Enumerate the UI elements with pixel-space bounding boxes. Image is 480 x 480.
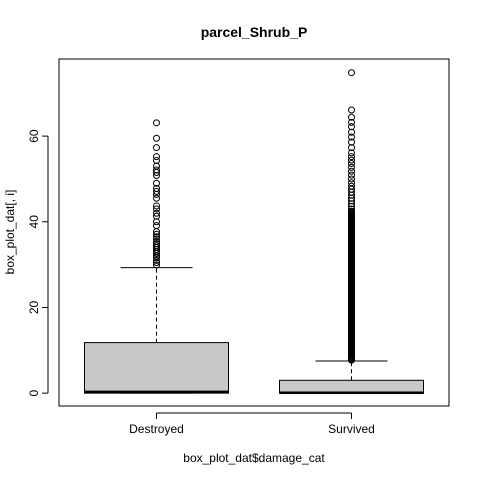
outlier-point — [348, 133, 355, 141]
outlier-point — [348, 153, 355, 161]
boxes-layer — [84, 69, 424, 394]
y-tick-label: 60 — [27, 129, 41, 143]
outlier-point — [348, 118, 355, 126]
y-axis-label: box_plot_dat[, i] — [3, 190, 17, 275]
outlier-point — [153, 222, 160, 230]
x-axis: Destroyed Survived — [129, 412, 375, 436]
outlier-point — [153, 256, 160, 264]
outlier-point — [153, 179, 160, 187]
outlier-point — [153, 242, 160, 250]
outlier-point — [153, 184, 160, 192]
outlier-point — [348, 113, 355, 121]
outlier-point — [153, 233, 160, 241]
x-axis-label: box_plot_dat$damage_cat — [183, 451, 325, 465]
outlier-point — [348, 138, 355, 146]
outlier-point — [348, 163, 355, 171]
y-tick-label: 0 — [27, 389, 41, 396]
outlier-point — [153, 119, 160, 127]
outlier-point — [348, 69, 355, 77]
outlier-point — [153, 237, 160, 245]
plot-frame — [58, 58, 450, 407]
outlier-point — [153, 144, 160, 152]
outlier-point — [153, 194, 160, 202]
outlier-point — [153, 261, 160, 269]
outlier-point — [348, 106, 355, 114]
outlier-point — [153, 240, 160, 248]
y-axis: 0 20 40 60 — [27, 129, 49, 396]
outlier-point — [153, 134, 160, 142]
outlier-point — [153, 209, 160, 217]
outlier-point — [153, 187, 160, 195]
outlier-point — [153, 153, 160, 161]
box-survived — [279, 69, 424, 394]
outlier-point — [348, 171, 355, 179]
x-tick-label: Survived — [328, 422, 375, 436]
outlier-point — [348, 207, 355, 215]
outlier-point — [153, 212, 160, 220]
outlier-point — [153, 230, 160, 238]
outlier-point — [348, 182, 355, 190]
outlier-point — [348, 149, 355, 157]
box-iqr — [279, 379, 424, 394]
outlier-point — [153, 205, 160, 213]
outlier-point — [153, 157, 160, 165]
y-tick-label: 20 — [27, 300, 41, 314]
outlier-point — [153, 166, 160, 174]
box-destroyed — [84, 119, 229, 394]
outlier-point — [153, 202, 160, 210]
outlier-point — [348, 167, 355, 175]
chart-title: parcel_Shrub_P — [201, 24, 308, 40]
outlier-point — [348, 156, 355, 164]
x-tick-label: Destroyed — [129, 422, 184, 436]
outlier-point — [153, 235, 160, 243]
outlier-point — [348, 179, 355, 187]
outlier-point — [348, 160, 355, 168]
y-tick-label: 40 — [27, 215, 41, 229]
outlier-point — [348, 205, 355, 213]
outlier-point — [348, 175, 355, 183]
outlier-point — [348, 123, 355, 131]
box-iqr — [84, 342, 229, 394]
